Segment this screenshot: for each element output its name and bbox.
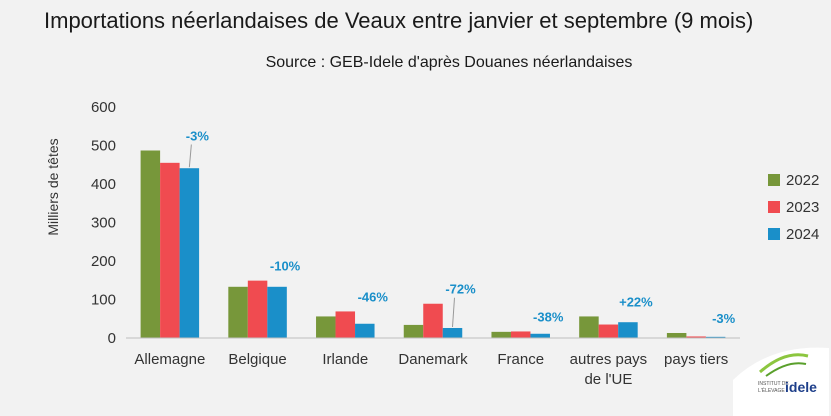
bar-2024 (705, 336, 726, 338)
x-tick-label: Belgique (228, 351, 286, 368)
annotation-leader (452, 297, 455, 328)
bar-2022 (228, 286, 248, 338)
bar-2022 (316, 316, 336, 338)
annotation-leader (188, 144, 192, 168)
logo-swoosh-icon (759, 353, 809, 374)
bar-2024 (267, 286, 287, 338)
annotation-label: -38% (533, 309, 564, 324)
bar-2022 (140, 150, 161, 338)
annotation-label: -3% (712, 311, 736, 326)
chart-title: Importations néerlandaises de Veaux entr… (44, 8, 753, 33)
chart-subtitle: Source : GEB-Idele d'après Douanes néerl… (266, 54, 633, 71)
y-axis-label: Milliers de têtes (45, 138, 61, 235)
y-tick-label: 100 (91, 292, 116, 309)
bar-2023 (510, 331, 531, 338)
bar-2023 (335, 311, 356, 338)
bar-2023 (423, 303, 443, 338)
x-tick-label: Irlande (322, 351, 368, 368)
annotation-label: -10% (270, 259, 301, 274)
bar-2023 (598, 324, 619, 338)
legend-swatch-2023 (768, 201, 780, 213)
x-tick-label: pays tiers (664, 351, 728, 368)
bars (140, 150, 726, 338)
bar-2022 (491, 331, 511, 338)
legend-label: 2022 (786, 172, 819, 189)
y-tick-label: 600 (91, 99, 116, 116)
logo-word: idele (785, 379, 817, 395)
legend-label: 2023 (786, 199, 819, 216)
y-axis-ticks: 0 100 200 300 400 500 600 (91, 99, 116, 347)
y-tick-label: 0 (108, 330, 116, 347)
bar-2022 (403, 324, 424, 338)
x-tick-label: autres pays (570, 351, 648, 368)
x-tick-label: France (497, 351, 544, 368)
logo-text-1: INSTITUT DE (758, 381, 789, 387)
bar-2023 (247, 280, 268, 338)
idele-logo: INSTITUT DE L'ÉLEVAGE idele (733, 347, 829, 416)
annotation-label: -3% (186, 129, 210, 144)
legend-swatch-2022 (768, 174, 780, 186)
bar-2024 (618, 322, 638, 338)
x-tick-label: Allemagne (134, 351, 205, 368)
logo-text-2: L'ÉLEVAGE (758, 387, 785, 394)
x-axis-ticks: Allemagne Belgique Irlande Danemark France au… (134, 351, 728, 388)
legend-swatch-2024 (768, 228, 780, 240)
annotation-label: -46% (358, 289, 389, 304)
bar-2022 (579, 316, 599, 338)
bar-2024 (355, 323, 375, 338)
annotation-label: -72% (445, 282, 476, 297)
bar-2023 (686, 336, 706, 338)
x-tick-label: de l'UE (584, 371, 632, 388)
annotations: -3% -10% -46% -72% -38% +22% -3% (186, 129, 736, 328)
bar-2022 (666, 332, 687, 338)
bar-2024 (179, 168, 200, 338)
legend-label: 2024 (786, 226, 819, 243)
y-tick-label: 400 (91, 176, 116, 193)
bar-2024 (442, 327, 463, 338)
y-tick-label: 200 (91, 253, 116, 270)
x-tick-label: Danemark (398, 351, 468, 368)
bar-2023 (160, 162, 180, 338)
y-tick-label: 300 (91, 215, 116, 232)
logo-swoosh2-icon (765, 362, 807, 377)
legend: 2022 2023 2024 (768, 172, 819, 243)
y-tick-label: 500 (91, 138, 116, 155)
annotation-label: +22% (619, 294, 653, 309)
bar-2024 (530, 333, 550, 338)
